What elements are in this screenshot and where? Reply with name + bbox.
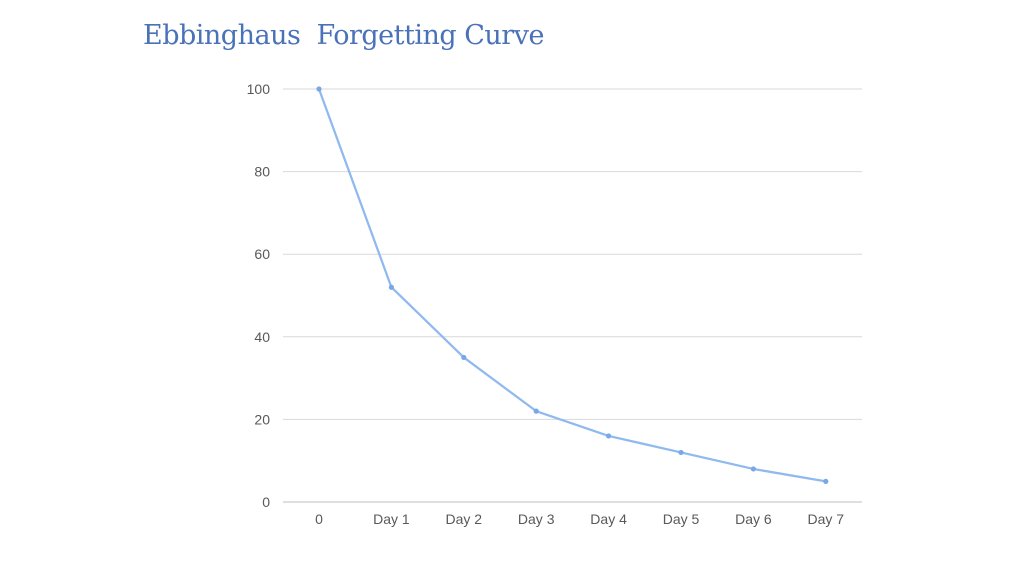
y-tick-label: 60 [254,246,270,262]
x-tick-label: Day 5 [663,511,700,527]
y-tick-label: 100 [247,81,271,97]
x-tick-label: Day 2 [446,511,483,527]
chart-title: Ebbinghaus Forgetting Curve [143,20,544,51]
x-tick-label: Day 1 [373,511,410,527]
data-point [750,466,757,472]
x-axis-tick-labels: 0 Day 1 Day 2 Day 3 Day 4 Day 5 Day 6 Day 7 [315,511,844,527]
data-point [823,478,829,484]
x-tick-label: Day 3 [518,511,555,527]
data-point [461,354,467,361]
y-tick-label: 0 [262,494,270,510]
data-point [388,284,394,290]
x-tick-label: Day 6 [735,511,772,527]
data-point [533,408,539,414]
gridlines [283,88,862,420]
y-tick-label: 20 [254,411,270,427]
x-tick-label: Day 4 [590,511,627,527]
y-axis-tick-labels: 0 20 40 60 80 100 [247,81,271,510]
data-point [678,449,684,456]
y-tick-label: 40 [254,329,270,345]
x-tick-label: 0 [315,511,323,527]
series-line [317,87,827,483]
data-point [316,86,322,92]
y-tick-label: 80 [254,164,270,180]
series-retention [316,86,829,484]
data-point [606,433,612,439]
x-tick-label: Day 7 [808,511,845,527]
